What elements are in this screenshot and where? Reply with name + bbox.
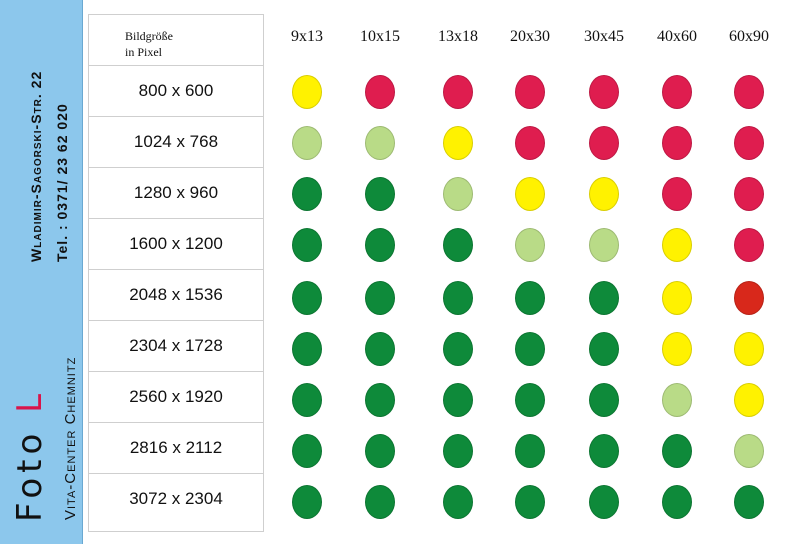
rating-dot xyxy=(292,383,322,417)
rating-dot xyxy=(292,228,322,262)
rating-dot xyxy=(443,383,473,417)
rating-dot xyxy=(443,281,473,315)
print-size-label: 9x13 xyxy=(291,28,323,45)
rating-dot xyxy=(515,228,545,262)
print-size-label: 10x15 xyxy=(360,28,400,45)
rating-dot xyxy=(292,75,322,109)
header-line-1: Bildgröße xyxy=(125,29,173,43)
rating-dot xyxy=(589,434,619,468)
resolution-table: Bildgröße in Pixel 800 x 600 1024 x 768 12… xyxy=(88,14,264,532)
resolution-label: 3072 x 2304 xyxy=(129,489,223,508)
resolution-row: 2304 x 1728 xyxy=(89,320,263,371)
rating-dot xyxy=(589,485,619,519)
rating-dot xyxy=(292,332,322,366)
rating-dot xyxy=(443,75,473,109)
rating-dot xyxy=(734,281,764,315)
rating-dot xyxy=(443,485,473,519)
rating-dot xyxy=(365,332,395,366)
rating-dot xyxy=(662,177,692,211)
resolution-label: 1600 x 1200 xyxy=(129,234,223,253)
header-line-2: in Pixel xyxy=(125,45,163,59)
rating-dot xyxy=(443,177,473,211)
rating-dot xyxy=(443,126,473,160)
rating-dot xyxy=(734,434,764,468)
rating-dot xyxy=(589,75,619,109)
rating-dot xyxy=(292,434,322,468)
brand-logo: Foto L xyxy=(10,389,50,522)
sidebar: Foto L Vita-Center Chemnitz Wladimir-Sag… xyxy=(0,0,83,544)
rating-dot xyxy=(292,177,322,211)
rating-dot xyxy=(734,177,764,211)
rating-dot xyxy=(589,332,619,366)
rating-dot xyxy=(734,485,764,519)
rating-dot xyxy=(292,485,322,519)
resolution-row: 3072 x 2304 xyxy=(89,473,263,524)
rating-dot xyxy=(589,228,619,262)
resolution-row: 1600 x 1200 xyxy=(89,218,263,269)
rating-dot xyxy=(662,126,692,160)
rating-dot xyxy=(589,383,619,417)
resolution-row: 800 x 600 xyxy=(89,65,263,116)
address-text: Wladimir-Sagorski-Str. 22 xyxy=(28,70,44,262)
rating-dot xyxy=(292,126,322,160)
rating-dot xyxy=(515,434,545,468)
resolution-label: 1280 x 960 xyxy=(133,183,219,202)
rating-dot xyxy=(734,332,764,366)
rating-dot xyxy=(662,434,692,468)
rating-dot xyxy=(734,126,764,160)
location-text: Vita-Center Chemnitz xyxy=(62,356,79,520)
print-size-label: 60x90 xyxy=(729,28,769,45)
rating-dot xyxy=(734,75,764,109)
rating-dot xyxy=(515,383,545,417)
rating-dot xyxy=(662,75,692,109)
print-size-label: 13x18 xyxy=(438,28,478,45)
brand-letter: L xyxy=(10,388,50,413)
rating-dot xyxy=(365,485,395,519)
resolution-label: 2816 x 2112 xyxy=(129,438,223,457)
resolution-label: 1024 x 768 xyxy=(133,132,219,151)
rating-dot xyxy=(365,126,395,160)
rating-dot xyxy=(589,177,619,211)
rating-dot xyxy=(443,228,473,262)
resolution-row: 2816 x 2112 xyxy=(89,422,263,473)
resolution-label: 2048 x 1536 xyxy=(129,285,223,304)
rating-dot xyxy=(589,281,619,315)
rating-dot xyxy=(292,281,322,315)
resolution-label: 2560 x 1920 xyxy=(129,387,223,406)
rating-dot xyxy=(365,434,395,468)
rating-dot xyxy=(515,177,545,211)
rating-dot xyxy=(662,281,692,315)
brand-main: Foto xyxy=(10,428,50,522)
rating-dot xyxy=(662,332,692,366)
rating-dot xyxy=(365,177,395,211)
rating-dot xyxy=(662,485,692,519)
rating-dot xyxy=(443,434,473,468)
print-size-label: 20x30 xyxy=(510,28,550,45)
rating-dot xyxy=(734,383,764,417)
resolution-label: 800 x 600 xyxy=(138,81,214,100)
rating-dot xyxy=(515,485,545,519)
rating-dot xyxy=(365,228,395,262)
resolution-row: 2560 x 1920 xyxy=(89,371,263,422)
rating-dot xyxy=(515,281,545,315)
rating-dot xyxy=(662,383,692,417)
print-size-label: 30x45 xyxy=(584,28,624,45)
rating-dot xyxy=(734,228,764,262)
rating-dot xyxy=(515,332,545,366)
rating-dot xyxy=(365,281,395,315)
resolution-row: 1024 x 768 xyxy=(89,116,263,167)
resolution-row: 2048 x 1536 xyxy=(89,269,263,320)
rating-dot xyxy=(443,332,473,366)
print-size-label: 40x60 xyxy=(657,28,697,45)
rating-dot xyxy=(662,228,692,262)
rating-dot xyxy=(365,383,395,417)
rating-dot xyxy=(365,75,395,109)
rating-dot xyxy=(515,75,545,109)
resolution-row: 1280 x 960 xyxy=(89,167,263,218)
rating-dot xyxy=(589,126,619,160)
phone-text: Tel. : 0371/ 23 62 020 xyxy=(54,103,70,262)
rating-dot xyxy=(515,126,545,160)
resolution-label: 2304 x 1728 xyxy=(129,336,223,355)
resolution-header: Bildgröße in Pixel xyxy=(89,15,263,65)
